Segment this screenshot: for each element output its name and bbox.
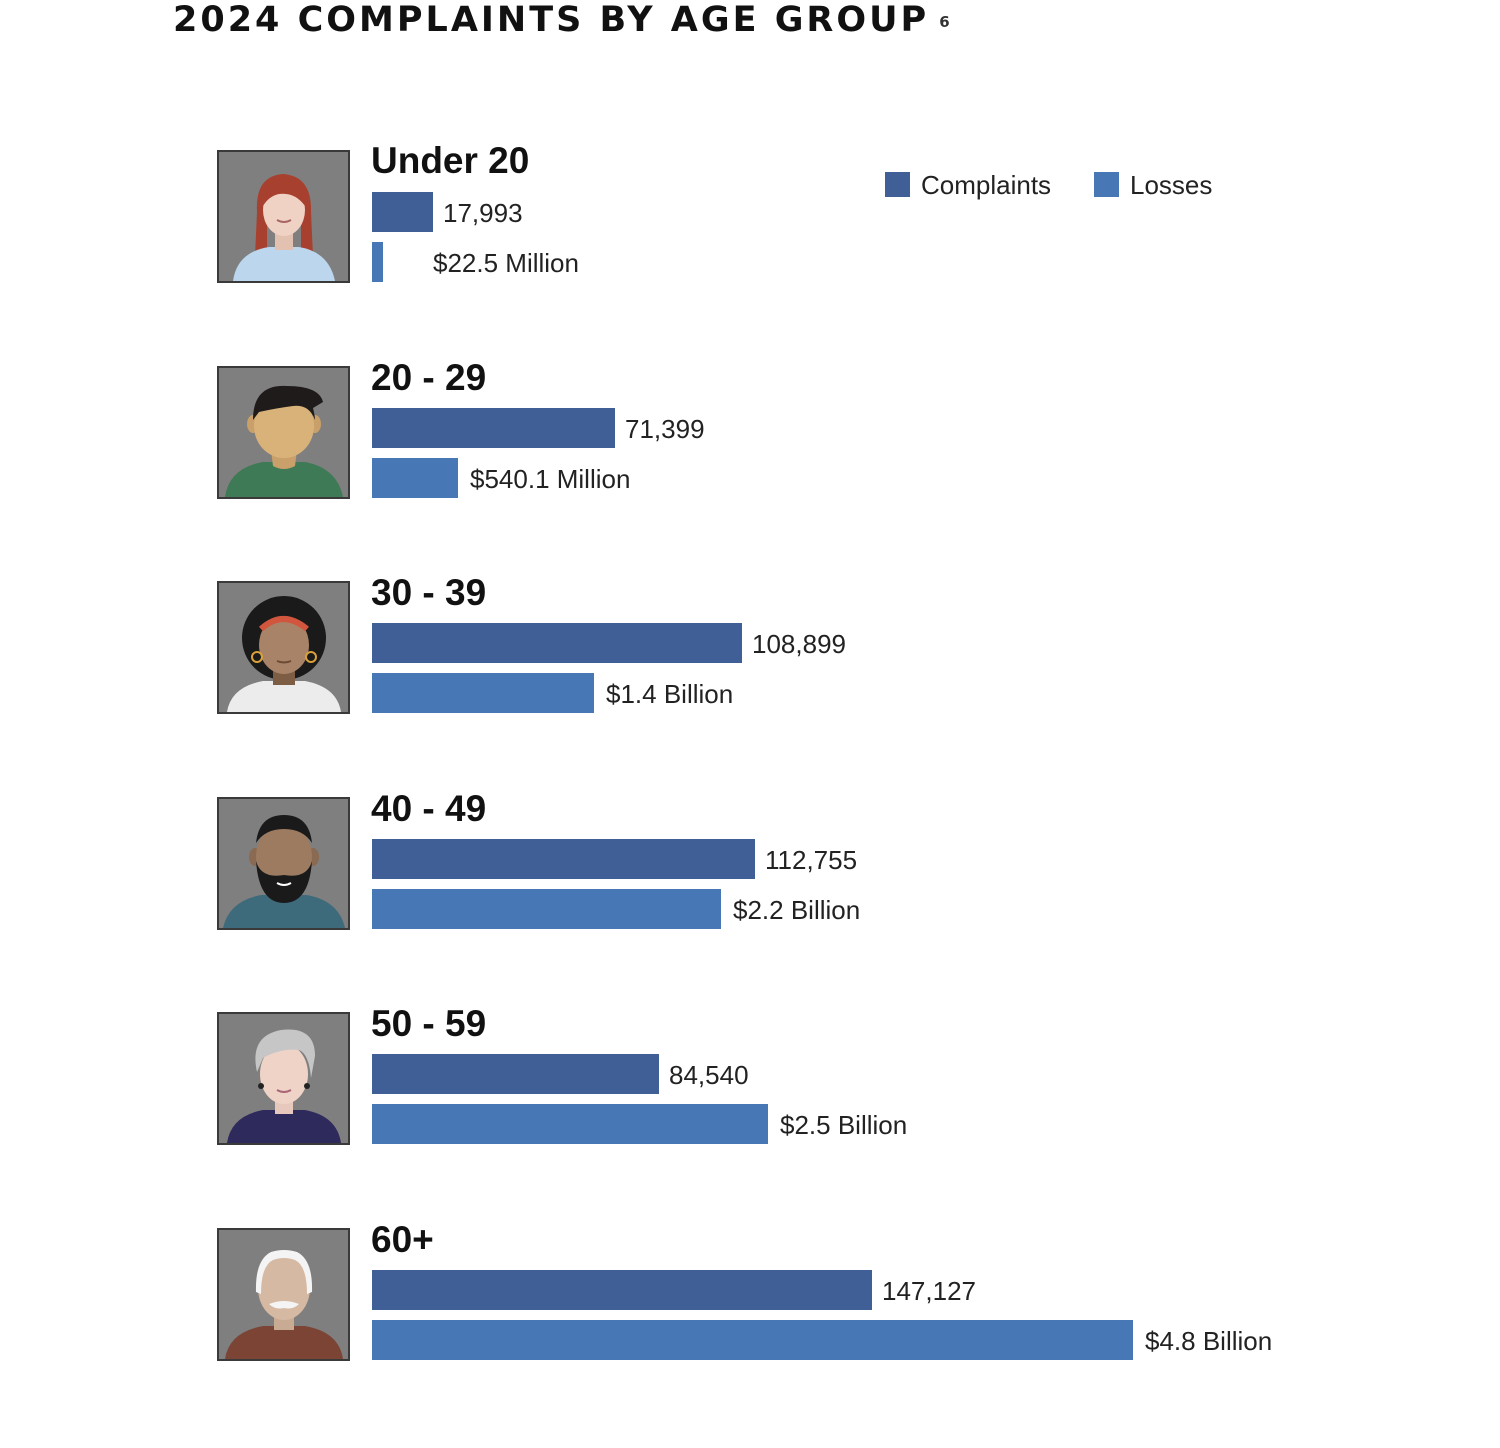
age-group-label: 20 - 29: [371, 357, 487, 398]
losses-value-label: $540.1 Million: [470, 464, 631, 494]
losses-value-label: $1.4 Billion: [606, 679, 734, 709]
complaints-value-label: 108,899: [752, 629, 846, 659]
age-group-row: 30 - 39 108,899 $1.4 Billion: [0, 573, 1500, 801]
young-man-dark-hair-icon: [217, 366, 350, 499]
age-group-label: 60+: [371, 1219, 434, 1260]
complaints-value-label: 112,755: [765, 845, 858, 875]
chart-title: 2024 COMPLAINTS BY AGE GROUP 6: [173, 0, 950, 40]
complaints-swatch: [885, 172, 910, 197]
young-woman-red-hair-icon: [217, 150, 350, 283]
losses-value-label: $2.2 Billion: [733, 895, 861, 925]
complaints-value-label: 17,993: [443, 198, 523, 228]
age-group-row: 20 - 29 71,399 $540.1 Million: [0, 358, 1500, 586]
complaints-bar: [372, 1054, 659, 1094]
complaints-value-label: 147,127: [882, 1276, 976, 1306]
gray-haired-woman-icon: [217, 1012, 350, 1145]
losses-bar: [372, 458, 458, 498]
age-group-row: 40 - 49 112,755 $2.2 Billion: [0, 789, 1500, 1017]
complaints-bar: [372, 408, 615, 448]
age-group-row: Under 20 17,993 $22.5 Million: [0, 141, 1500, 370]
losses-bar: [372, 889, 721, 929]
age-group-row: 60+ 147,127 $4.8 Billion: [0, 1220, 1500, 1448]
elderly-man-white-hair-icon: [217, 1228, 350, 1361]
footnote-marker: 6: [939, 13, 950, 31]
complaints-bar: [372, 1270, 872, 1310]
losses-value-label: $4.8 Billion: [1145, 1326, 1273, 1356]
age-group-label: 50 - 59: [371, 1003, 487, 1044]
title-text: 2024 COMPLAINTS BY AGE GROUP: [173, 0, 930, 40]
age-group-label: 30 - 39: [371, 572, 487, 613]
complaints-value-label: 71,399: [625, 414, 705, 444]
bearded-man-icon: [217, 797, 350, 930]
woman-curly-hair-headband-icon: [217, 581, 350, 714]
losses-bar: [372, 242, 383, 282]
complaints-bar: [372, 623, 742, 663]
age-group-label: 40 - 49: [371, 788, 487, 829]
age-group-row: 50 - 59 84,540 $2.5 Billion: [0, 1004, 1500, 1232]
legend-label-complaints: Complaints: [921, 170, 1052, 200]
losses-bar: [372, 1104, 768, 1144]
losses-bar: [372, 673, 594, 713]
age-group-label: Under 20: [371, 140, 530, 181]
legend-label-losses: Losses: [1130, 170, 1213, 200]
losses-value-label: $2.5 Billion: [780, 1110, 908, 1140]
losses-value-label: $22.5 Million: [433, 248, 579, 278]
complaints-value-label: 84,540: [669, 1060, 749, 1090]
losses-bar: [372, 1320, 1133, 1360]
complaints-bar: [372, 192, 433, 232]
losses-swatch: [1094, 172, 1119, 197]
complaints-bar: [372, 839, 755, 879]
